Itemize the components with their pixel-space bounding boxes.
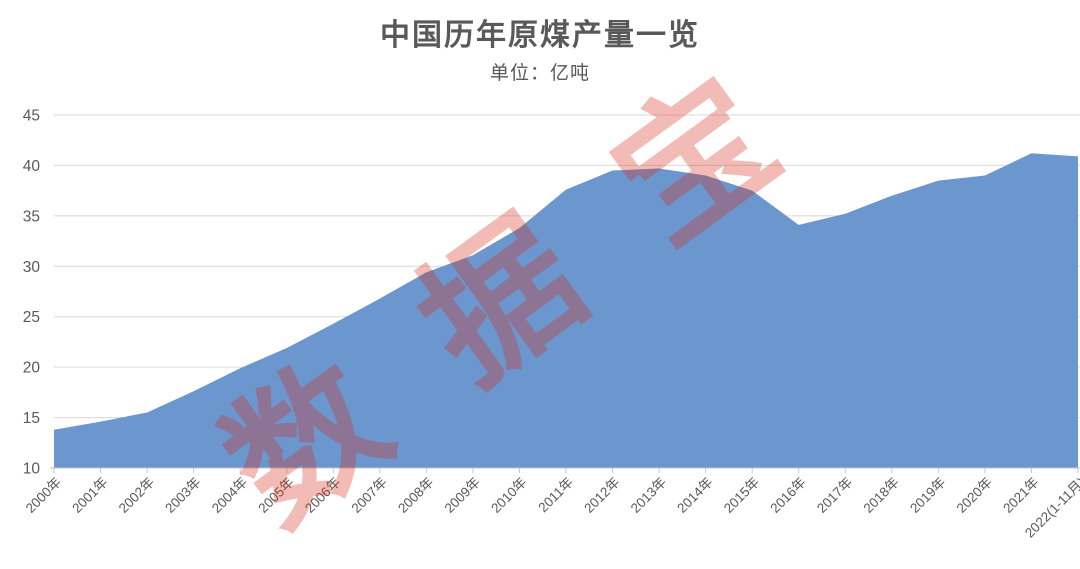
x-tick-label: 2012年 [581, 475, 622, 516]
x-tick-label: 2006年 [302, 475, 343, 516]
x-tick-label: 2008年 [395, 475, 436, 516]
y-tick-label: 25 [23, 309, 40, 326]
x-tick-label: 2014年 [674, 475, 715, 516]
x-tick-label: 2017年 [814, 475, 855, 516]
x-tick-label: 2013年 [628, 475, 669, 516]
chart-subtitle: 单位：亿吨 [489, 63, 590, 84]
y-tick-label: 30 [23, 259, 41, 276]
x-tick-label: 2015年 [721, 475, 762, 516]
x-tick-label: 2005年 [255, 475, 296, 516]
y-tick-label: 35 [23, 208, 40, 225]
x-tick-label: 2000年 [23, 475, 64, 516]
x-tick-label: 2001年 [69, 475, 110, 516]
area-series [54, 153, 1078, 469]
x-axis-labels: 2000年 2001年 2002年 2003年 2004年 2005年 2006年 2007年… [23, 475, 1080, 541]
x-tick-label: 2020年 [954, 475, 995, 516]
x-tick-label: 2004年 [209, 475, 250, 516]
y-tick-label: 15 [23, 410, 40, 427]
y-axis-labels: 10 15 20 25 30 35 40 45 [23, 108, 41, 478]
y-tick-label: 10 [23, 461, 41, 478]
x-tick-label: 2009年 [442, 475, 483, 516]
x-tick-label: 2018年 [861, 475, 902, 516]
x-tick-label: 2010年 [488, 475, 529, 516]
x-tick-label: 2019年 [907, 475, 948, 516]
x-tick-label: 2011年 [535, 475, 576, 516]
x-tick-label: 2007年 [349, 475, 390, 516]
x-axis [50, 467, 1080, 473]
y-tick-label: 40 [23, 158, 41, 175]
x-tick-label: 2002年 [116, 475, 157, 516]
x-tick-label: 2016年 [767, 475, 808, 516]
chart-title: 中国历年原煤产量一览 [380, 19, 700, 52]
x-tick-label: 2003年 [162, 475, 203, 516]
y-tick-label: 20 [23, 360, 41, 377]
x-tick-label: 2021年 [1000, 475, 1041, 516]
y-tick-label: 45 [23, 108, 40, 125]
